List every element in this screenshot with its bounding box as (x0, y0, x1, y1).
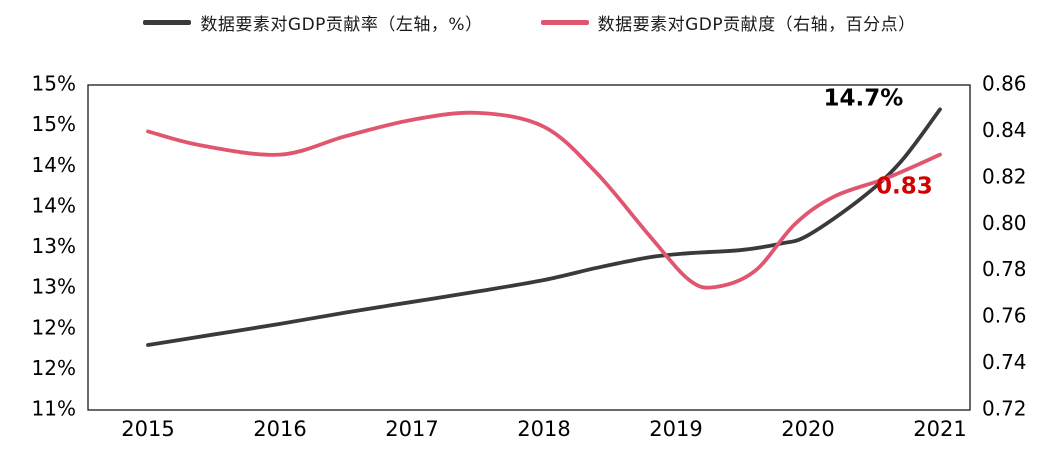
x-axis-tick: 2016 (253, 417, 306, 441)
left-axis-tick: 13% (32, 275, 76, 299)
legend-label: 数据要素对GDP贡献度（右轴，百分点） (597, 15, 916, 35)
right-axis-tick: 0.80 (982, 211, 1027, 235)
x-axis-tick: 2020 (781, 417, 834, 441)
chart-legend: 数据要素对GDP贡献率（左轴，%） 数据要素对GDP贡献度（右轴，百分点） (0, 10, 1059, 35)
legend-item-contribution-rate: 数据要素对GDP贡献率（左轴，%） (143, 10, 482, 35)
contribution-degree-line (146, 110, 942, 290)
left-axis-tick: 13% (32, 234, 76, 258)
left-axis-tick: 12% (32, 356, 76, 380)
x-axis-tick: 2019 (649, 417, 702, 441)
left-axis-tick: 12% (32, 315, 76, 339)
chart-canvas: 15% 15% 14% 14% 13% 13% 12% 12% 11% 0.86 0.84 0.82 0… (32, 72, 1027, 442)
data-label-083: 0.83 (876, 174, 933, 200)
x-axis-tick: 2017 (385, 417, 438, 441)
x-axis-tick: 2021 (913, 417, 966, 441)
left-axis-tick: 14% (32, 193, 76, 217)
left-axis-tick: 15% (32, 112, 76, 136)
black-line-swatch-icon (143, 20, 192, 25)
plot-border (87, 84, 971, 411)
right-axis-tick: 0.82 (982, 164, 1027, 188)
left-axis-tick: 11% (32, 397, 76, 421)
legend-label: 数据要素对GDP贡献率（左轴，%） (200, 15, 483, 35)
right-axis-tick: 0.86 (982, 72, 1027, 96)
left-axis-tick: 14% (32, 153, 76, 177)
right-axis-tick: 0.76 (982, 304, 1027, 328)
right-axis-tick: 0.74 (982, 350, 1027, 374)
contribution-rate-line (146, 107, 942, 347)
right-axis-tick: 0.72 (982, 397, 1027, 421)
data-label-147: 14.7% (824, 85, 904, 111)
right-axis-tick: 0.84 (982, 118, 1027, 142)
right-axis-tick: 0.78 (982, 257, 1027, 281)
pink-line-swatch-icon (540, 20, 589, 25)
x-axis-tick: 2015 (121, 417, 174, 441)
left-axis-tick: 15% (32, 72, 76, 96)
x-axis-tick: 2018 (517, 417, 570, 441)
legend-item-contribution-degree: 数据要素对GDP贡献度（右轴，百分点） (540, 10, 916, 35)
